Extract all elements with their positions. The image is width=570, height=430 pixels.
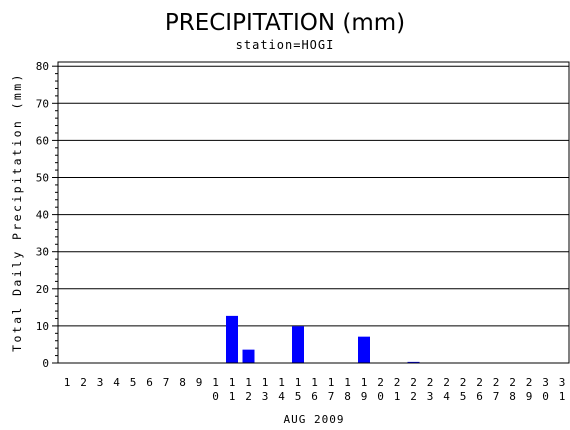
y-tick-label: 40 — [36, 209, 49, 222]
bar — [242, 349, 255, 363]
chart-subtitle: station=HOGI — [236, 38, 335, 52]
x-tick-label: 9 — [196, 376, 203, 389]
bar — [292, 326, 304, 363]
x-tick-label: 1 — [64, 376, 71, 389]
y-tick-label: 60 — [36, 134, 49, 147]
chart-title: PRECIPITATION (mm) — [165, 10, 405, 36]
bar — [358, 336, 370, 363]
x-tick-label: 8 — [179, 376, 186, 389]
y-tick-label: 20 — [36, 283, 49, 296]
bar — [407, 361, 420, 363]
y-tick-label: 70 — [36, 97, 49, 110]
y-tick-label: 0 — [42, 357, 49, 370]
x-tick-label: 3 — [97, 376, 104, 389]
x-tick-label: 7 — [163, 376, 170, 389]
y-tick-label: 50 — [36, 172, 49, 185]
y-axis-ticks: 0 10 20 30 40 50 60 70 80 — [36, 60, 58, 370]
y-axis-label: Total Daily Precipitation (mm) — [10, 72, 24, 352]
gridlines — [58, 65, 569, 327]
x-tick-label: 5 — [130, 376, 137, 389]
bars — [226, 315, 420, 363]
x-tick-label: 6 — [146, 376, 153, 389]
y-tick-label: 80 — [36, 60, 49, 73]
x-axis-ticks: 1 2 3 4 5 6 7 8 9 1 01 11 21 31 41 51 61 71 81 92 02 12 22 32 42… — [64, 376, 566, 403]
x-axis-label: AUG 2009 — [284, 413, 345, 426]
x-tick-label: 2 — [80, 376, 87, 389]
plot-frame — [57, 61, 570, 364]
bar — [226, 315, 238, 363]
y-tick-label: 30 — [36, 246, 49, 259]
x-tick-label: 4 — [113, 376, 120, 389]
y-tick-label: 10 — [36, 320, 49, 333]
